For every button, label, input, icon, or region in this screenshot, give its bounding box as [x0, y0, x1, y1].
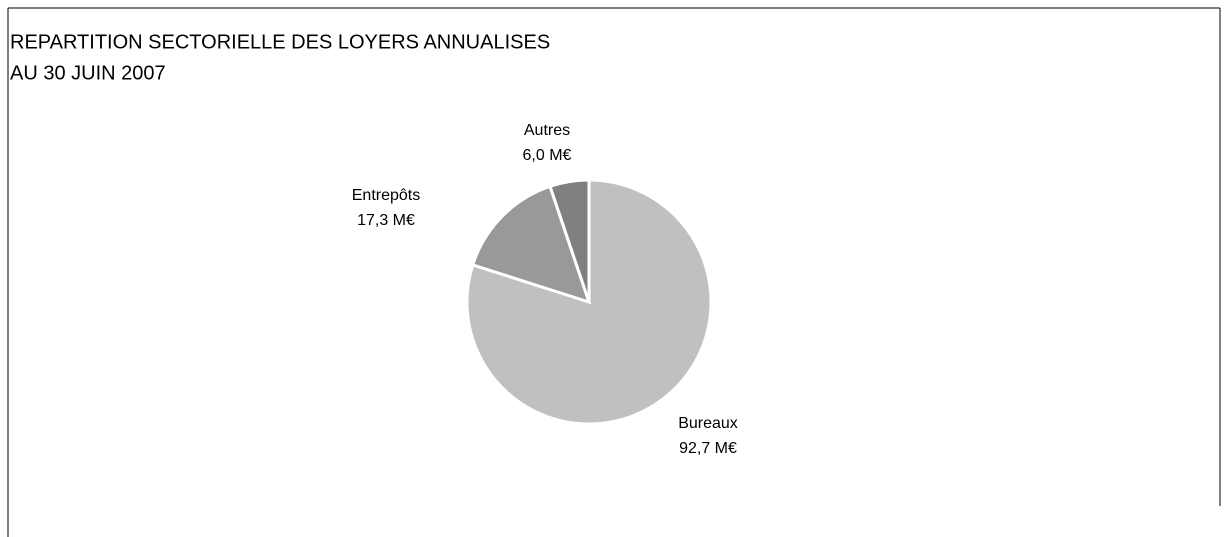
chart-title: REPARTITION SECTORIELLE DES LOYERS ANNUA…	[10, 31, 550, 53]
slice-value-label: 6,0 M€	[523, 147, 572, 164]
slice-value-label: 92,7 M€	[679, 440, 737, 457]
slice-value-label: 17,3 M€	[357, 212, 415, 229]
slice-label: Autres	[524, 122, 570, 139]
pie-slice	[548, 178, 591, 303]
pie-slice	[470, 184, 592, 305]
slice-label: Entrepôts	[352, 187, 420, 204]
slice-label: Bureaux	[678, 415, 738, 432]
chart-subtitle: AU 30 JUIN 2007	[10, 62, 166, 84]
